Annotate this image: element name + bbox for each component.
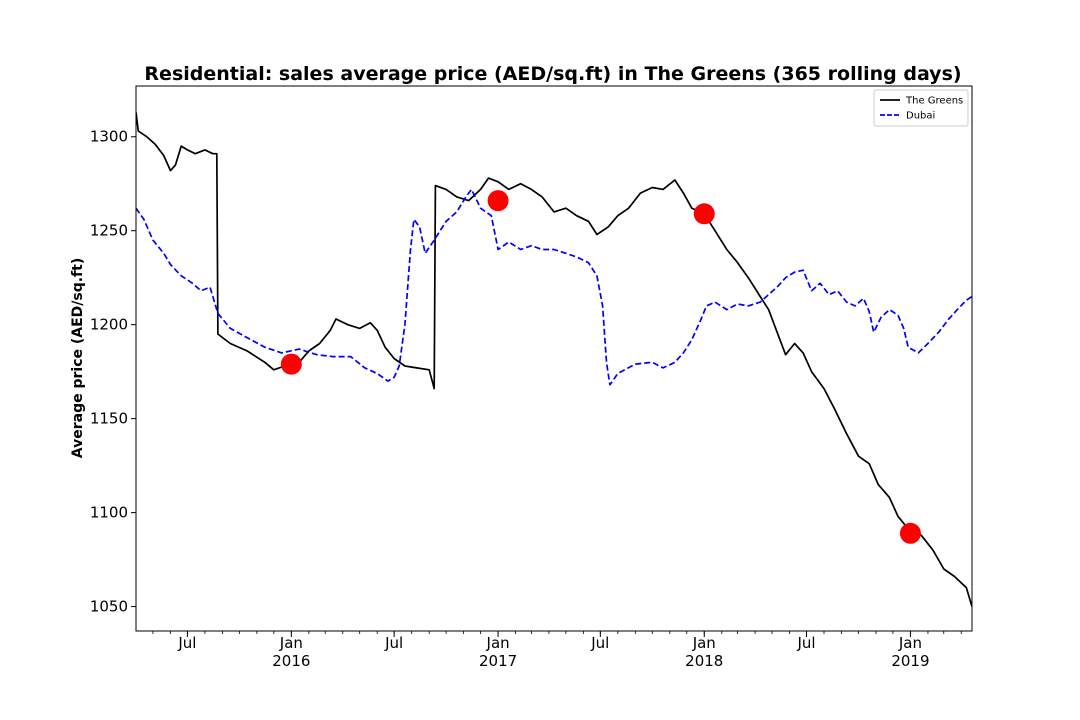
x-tick-label: Jul	[177, 634, 196, 652]
legend: The Greens Dubai	[873, 89, 969, 127]
y-axis-label: Average price (AED/sq.ft)	[70, 258, 86, 458]
y-tick-label: 1100	[90, 504, 128, 522]
x-tick-year-label: 2017	[479, 652, 517, 670]
plot-frame	[135, 85, 973, 632]
y-tick-label: 1050	[90, 598, 128, 616]
y-tick-label: 1150	[90, 410, 128, 428]
series-line-0	[136, 112, 972, 607]
legend-label: Dubai	[906, 111, 935, 122]
series-line-1	[136, 188, 972, 386]
x-tick-label: Jul	[590, 634, 609, 652]
x-tick-year-label: 2016	[272, 652, 310, 670]
x-tick-label: Jan	[898, 634, 922, 652]
x-tick-label: Jul	[384, 634, 403, 652]
highlight-marker	[693, 203, 715, 225]
highlight-marker	[280, 353, 302, 375]
highlight-marker	[487, 190, 509, 212]
plot-area	[136, 112, 972, 607]
y-tick-label: 1250	[90, 222, 128, 240]
y-tick-label: 1300	[90, 128, 128, 146]
x-tick-label: Jan	[279, 634, 303, 652]
x-tick-year-label: 2019	[891, 652, 929, 670]
legend-label: The Greens	[905, 96, 963, 107]
x-tick-year-label: 2018	[685, 652, 723, 670]
highlight-marker	[899, 522, 921, 544]
y-tick-label: 1200	[90, 316, 128, 334]
x-tick-label: Jan	[692, 634, 716, 652]
chart-title: Residential: sales average price (AED/sq…	[144, 63, 961, 85]
x-tick-label: Jul	[796, 634, 815, 652]
legend-box	[873, 89, 969, 127]
x-tick-label: Jan	[486, 634, 510, 652]
